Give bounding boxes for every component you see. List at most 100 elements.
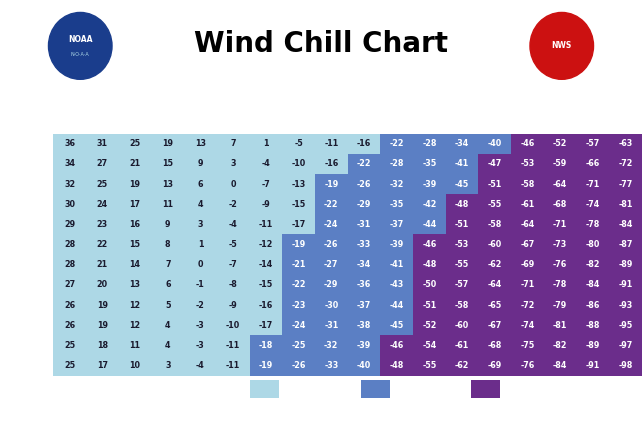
Text: 20: 20 [195,119,207,128]
Text: -39: -39 [390,240,404,249]
Text: -34: -34 [357,260,371,269]
Bar [217,214,250,235]
Bar [380,154,413,174]
Bar [446,214,478,235]
Bar [53,336,86,356]
Text: -61: -61 [455,341,469,350]
Bar [577,174,609,194]
Bar [544,174,577,194]
Bar [511,315,544,336]
Text: -53: -53 [521,160,535,168]
Bar [348,174,380,194]
Text: 10: 10 [260,119,272,128]
Bar [609,174,642,194]
Bar [152,336,184,356]
Bar [152,315,184,336]
Text: 34: 34 [64,160,75,168]
Bar [511,356,544,376]
Text: -78: -78 [586,220,600,229]
Bar [348,214,380,235]
Text: -95: -95 [618,321,633,330]
Bar [413,134,446,154]
Bar [609,356,642,376]
Bar [119,275,152,295]
Text: 28: 28 [64,240,75,249]
Text: -65: -65 [488,301,502,310]
Bar [511,214,544,235]
Text: -69: -69 [521,260,535,269]
Circle shape [49,12,112,80]
Bar [361,380,390,399]
Text: -39: -39 [422,180,437,188]
Text: -16: -16 [259,301,273,310]
Text: 11: 11 [130,341,141,350]
Bar [53,214,86,235]
Text: 12: 12 [130,301,141,310]
Text: -60: -60 [488,240,502,249]
Text: -68: -68 [553,200,568,209]
Bar [152,235,184,255]
Text: -25: -25 [487,119,503,128]
Bar [250,194,282,214]
Bar [184,134,217,154]
Bar [511,295,544,315]
Bar [53,255,86,275]
Text: -48: -48 [390,361,404,370]
Text: 19: 19 [162,139,173,148]
Text: 8: 8 [165,240,171,249]
Bar [282,356,315,376]
Text: -25: -25 [291,341,306,350]
Bar [478,194,511,214]
Bar [577,295,609,315]
Text: 45: 45 [31,301,44,310]
Bar [577,255,609,275]
Text: -75: -75 [521,341,535,350]
Text: -7: -7 [261,180,270,188]
Text: -35: -35 [422,160,437,168]
Bar [577,356,609,376]
Bar [348,275,380,295]
Bar [119,295,152,315]
Text: -19: -19 [291,240,306,249]
Bar [250,356,282,376]
Text: -22: -22 [357,160,371,168]
Bar [184,194,217,214]
Bar [544,315,577,336]
Text: -71: -71 [521,281,535,289]
Text: -88: -88 [586,321,600,330]
Bar [413,356,446,376]
Text: -4: -4 [261,160,270,168]
Bar [86,275,119,295]
Bar [119,315,152,336]
Bar [577,235,609,255]
Text: 40: 40 [31,281,44,289]
Bar [609,235,642,255]
Bar [348,194,380,214]
Text: -58: -58 [455,301,469,310]
Text: -63: -63 [618,139,633,148]
Text: -37: -37 [390,220,404,229]
Bar [152,194,184,214]
Text: -26: -26 [357,180,371,188]
Text: 32: 32 [64,180,75,188]
Text: N·O·A·A: N·O·A·A [71,52,90,57]
Bar [609,315,642,336]
Text: 9: 9 [198,160,204,168]
Bar [609,214,642,235]
Text: -11: -11 [259,220,273,229]
Text: -78: -78 [553,281,568,289]
Bar [53,154,86,174]
Bar [446,134,478,154]
Text: -31: -31 [357,220,371,229]
Text: 24: 24 [97,200,108,209]
Bar [86,154,119,174]
Bar [544,134,577,154]
Bar [315,174,348,194]
Bar [511,154,544,174]
Text: 60: 60 [31,361,44,370]
Text: 1: 1 [198,240,204,249]
Text: 7: 7 [165,260,171,269]
Text: 19: 19 [97,301,108,310]
Text: 27: 27 [97,160,108,168]
Bar [413,275,446,295]
